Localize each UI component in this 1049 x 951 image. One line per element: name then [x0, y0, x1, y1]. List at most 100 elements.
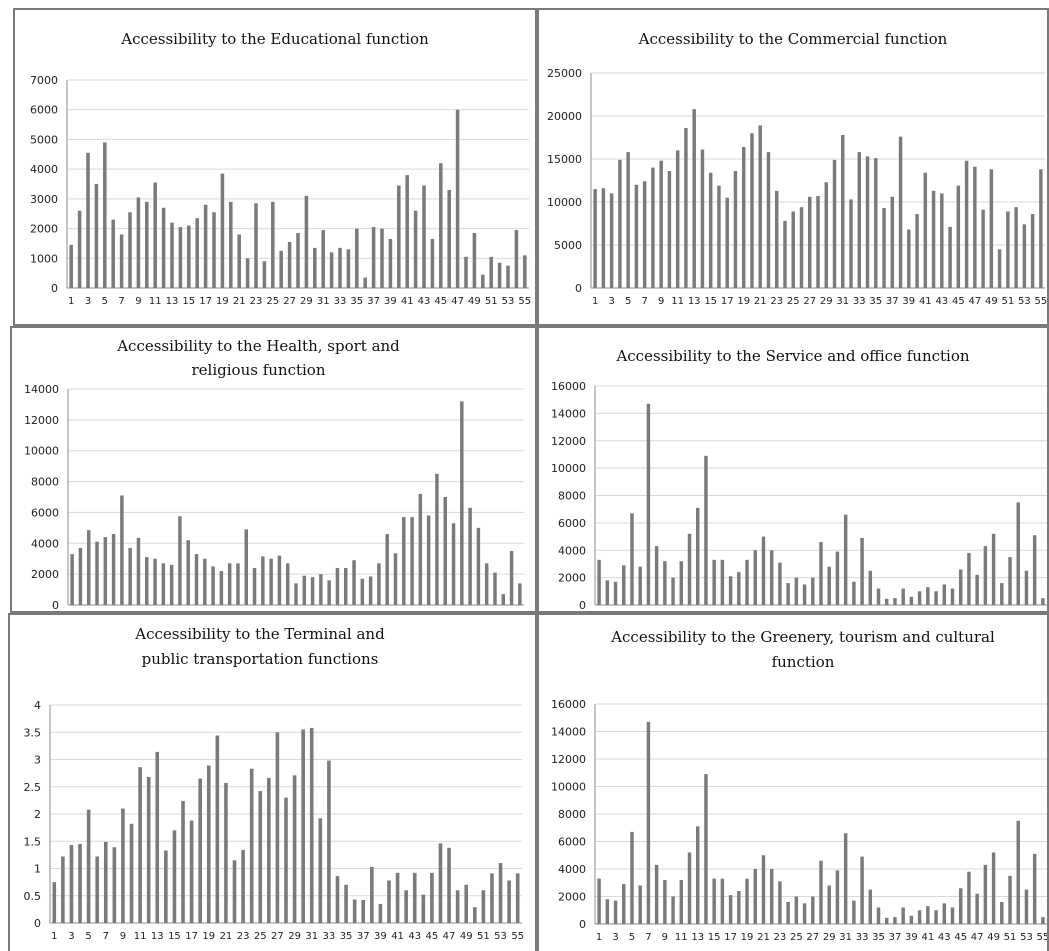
y-tick-label: 0: [34, 917, 41, 930]
bar: [758, 125, 762, 289]
bar: [111, 534, 116, 605]
bar: [696, 507, 700, 605]
x-tick-label: 11: [671, 296, 684, 307]
bar: [360, 578, 365, 605]
bar: [654, 546, 659, 605]
x-tick-label: 41: [921, 932, 934, 943]
x-tick-label: 53: [502, 296, 515, 307]
bar: [236, 563, 240, 605]
x-tick-label: 23: [237, 931, 250, 942]
bar: [931, 190, 936, 288]
bar: [893, 917, 897, 925]
bar: [778, 881, 782, 925]
x-tick-label: 17: [199, 296, 212, 307]
x-tick-label: 19: [737, 296, 750, 307]
x-tick-label: 55: [1035, 296, 1048, 307]
x-tick-label: 21: [754, 296, 767, 307]
bar: [338, 247, 342, 288]
bar: [211, 566, 215, 605]
y-tick-label: 2.5: [24, 781, 42, 794]
bar: [86, 530, 91, 605]
bar: [69, 244, 73, 288]
y-tick-label: 6000: [558, 836, 586, 849]
y-tick-label: 14000: [24, 383, 59, 396]
x-tick-label: 55: [1037, 932, 1049, 943]
bar: [613, 900, 618, 925]
chart-title: Accessibility to the Service and office …: [616, 347, 970, 365]
bar: [926, 587, 930, 605]
x-tick-label: 37: [886, 296, 899, 307]
bar: [950, 588, 955, 605]
x-tick-label: 17: [724, 932, 737, 943]
bar: [254, 203, 258, 288]
bar: [262, 261, 267, 288]
x-tick-label: 31: [839, 932, 852, 943]
bar: [518, 583, 522, 605]
x-tick-label: 25: [790, 932, 803, 943]
x-tick-label: 33: [334, 296, 347, 307]
bar: [212, 212, 216, 288]
bar: [964, 160, 969, 288]
bar: [498, 863, 503, 923]
bar: [393, 553, 398, 605]
bar: [981, 209, 985, 288]
bar: [206, 765, 211, 923]
x-tick-label: 41: [401, 296, 414, 307]
bar: [203, 558, 207, 605]
bar: [934, 591, 938, 605]
bar: [95, 541, 99, 605]
chart-plot: 0200040006000800010000120001400016000135…: [551, 380, 1047, 611]
bar: [983, 546, 988, 605]
x-tick-label: 39: [384, 296, 397, 307]
bar: [363, 277, 367, 288]
bar: [344, 884, 348, 923]
x-tick-label: 29: [820, 296, 833, 307]
bar: [410, 517, 414, 605]
bar: [309, 727, 314, 923]
bar: [371, 227, 376, 288]
chart-plot: 0200040006000800010000120001400013579111…: [24, 383, 524, 611]
x-tick-label: 43: [935, 296, 948, 307]
x-tick-label: 35: [869, 296, 882, 307]
y-tick-label: 4000: [558, 863, 586, 876]
bar: [909, 915, 914, 924]
x-tick-label: 35: [350, 296, 363, 307]
bar: [1014, 207, 1018, 288]
bar: [245, 258, 250, 288]
bar: [991, 852, 996, 924]
y-tick-label: 5000: [554, 239, 582, 252]
bar: [128, 547, 132, 605]
bar: [145, 557, 149, 605]
chart-educational: Accessibility to the Educational functio…: [13, 8, 537, 326]
bar: [397, 185, 401, 288]
bar: [52, 882, 57, 924]
bar: [901, 588, 905, 605]
bar: [613, 581, 618, 605]
y-tick-label: 16000: [551, 698, 586, 711]
bar: [841, 134, 845, 288]
bar: [750, 133, 754, 288]
x-tick-label: 15: [708, 932, 721, 943]
bar: [335, 876, 340, 923]
chart-title: Accessibility to the Educational functio…: [121, 30, 429, 48]
bar: [696, 826, 700, 925]
bar: [950, 907, 955, 924]
bar: [227, 563, 232, 605]
x-tick-label: 31: [836, 296, 849, 307]
chart-service: Accessibility to the Service and office …: [537, 326, 1049, 613]
bar: [882, 208, 886, 288]
bar: [352, 560, 356, 605]
bar: [413, 210, 418, 288]
x-tick-label: 7: [103, 931, 109, 942]
bar: [181, 800, 185, 923]
bar: [69, 845, 74, 923]
bar: [380, 228, 384, 288]
bar: [638, 566, 642, 605]
bar: [860, 537, 864, 605]
x-tick-label: 53: [494, 931, 507, 942]
bar: [215, 735, 220, 923]
bar: [1041, 917, 1045, 925]
y-tick-label: 2000: [558, 891, 586, 904]
bar: [618, 159, 622, 288]
